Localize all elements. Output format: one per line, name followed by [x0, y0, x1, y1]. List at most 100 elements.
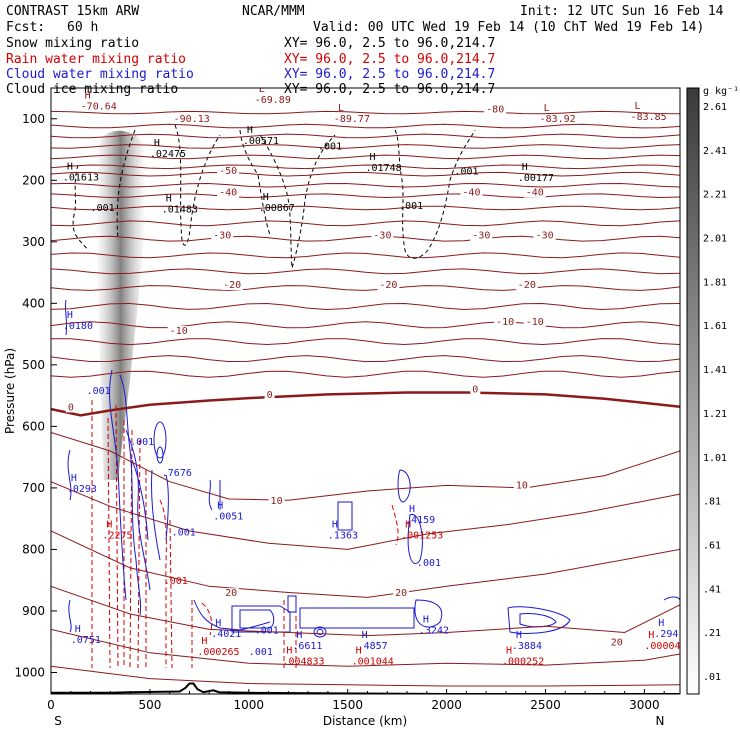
temperature-contour-label: 20: [611, 637, 623, 648]
extremum-value: .001: [130, 437, 154, 448]
fcst-label: Fcst:: [6, 20, 45, 35]
field-xy-rain: XY= 96.0, 2.5 to 96.0,214.7: [284, 52, 495, 67]
temperature-contour-label: -40: [526, 188, 544, 199]
y-tick-label: 900: [22, 604, 45, 618]
extremum-kind: H: [154, 138, 160, 149]
extremum-kind: H: [106, 519, 112, 530]
temperature-label-bg: [217, 187, 240, 198]
temperature-contour-line: [51, 321, 680, 329]
temperature-contour-label: -30: [472, 231, 490, 242]
colorbar-tick-label: .81: [703, 497, 721, 508]
extremum-value: .001253: [401, 530, 443, 541]
extremum-kind: H: [166, 193, 172, 204]
y-tick-label: 400: [22, 296, 45, 310]
temperature-contour-label: -10: [170, 326, 188, 337]
temperature-contour-line: [51, 338, 680, 346]
colorbar-unit: g kg⁻¹: [703, 86, 739, 97]
colorbar-tick-label: 1.21: [703, 409, 727, 420]
extremum-value: -70.64: [81, 102, 117, 113]
temperature-label-bg: [217, 166, 240, 177]
temperature-label-bg: [608, 637, 625, 648]
colorbar-tick-label: 2.01: [703, 234, 727, 245]
field-label-cloud-ice: Cloud ice mixing ratio: [6, 82, 178, 97]
temperature-contour-line: [51, 133, 680, 139]
temperature-contour-label: -40: [219, 188, 237, 199]
extremum-value: .6611: [292, 641, 322, 652]
extremum-value: .00571: [243, 136, 279, 147]
extremum-kind: L: [259, 84, 265, 95]
extremum-value: .01483: [162, 204, 198, 215]
terrain-line: [51, 682, 680, 694]
temperature-contour-line: [51, 164, 680, 170]
colorbar: [686, 87, 700, 695]
init-time: Init: 12 UTC Sun 16 Feb 14: [520, 4, 724, 19]
temperature-contour-line: [51, 205, 680, 211]
x-endpoint-left: S: [54, 714, 62, 728]
extremum-value: -90.13: [174, 114, 210, 125]
extremum-kind: H: [75, 624, 81, 635]
temperature-contour-label: 20: [225, 588, 237, 599]
extremum-value: -83.85: [631, 112, 667, 123]
temperature-label-bg: [494, 316, 517, 327]
temperature-contour-line: [51, 252, 680, 259]
extremum-value: .00867: [259, 203, 295, 214]
temperature-contour-line: [51, 171, 680, 177]
colorbar-tick-label: 1.61: [703, 321, 727, 332]
colorbar-tick-label: .21: [703, 628, 721, 639]
temperature-contour-line: [51, 628, 680, 667]
extremum-value: .001: [255, 626, 279, 637]
colorbar-tick-label: .41: [703, 584, 721, 595]
extremum-kind: L: [338, 103, 344, 114]
temperature-label-bg: [377, 279, 400, 290]
extremum-value: .001: [249, 647, 273, 658]
extremum-value: .4021: [211, 629, 241, 640]
extremum-value: .001044: [352, 656, 394, 667]
extremum-value: .000044: [644, 641, 686, 652]
y-tick-label: 200: [22, 173, 45, 187]
temperature-contour-line: [51, 123, 680, 129]
plot-frame: [50, 87, 681, 695]
x-tick-label: 2000: [431, 698, 462, 712]
extremum-value: .000265: [197, 647, 239, 658]
y-tick-label: 500: [22, 358, 45, 372]
extremum-kind: H: [296, 630, 302, 641]
extremum-kind: H: [362, 630, 368, 641]
org-label: NCAR/MMM: [242, 4, 305, 19]
y-axis-ticks: 100 200 300 400 500 600 700 800 900 1000: [14, 112, 57, 679]
temperature-contour-line: [51, 220, 680, 227]
temperature-contour-line: [51, 154, 680, 160]
extremum-kind: H: [405, 519, 411, 530]
temperature-contour-labels: -80 -50 -40 -40 -40 -30 -30 -30 -30 -20 -20 -20 -10 -…: [65, 104, 625, 648]
extremum-value: .0751: [71, 635, 101, 646]
extremum-value: .3884: [512, 641, 542, 652]
extremum-value: .001: [318, 142, 342, 153]
temperature-contour-label: -40: [462, 188, 480, 199]
extremum-value: .4857: [358, 641, 388, 652]
extremum-kind: H: [658, 618, 664, 629]
extremum-value: -69.89: [255, 95, 291, 106]
temperature-contour-label: -10: [496, 317, 514, 328]
temperature-label-bg: [470, 384, 481, 395]
temperature-contour-label: 20: [395, 588, 407, 599]
extremum-kind: H: [423, 615, 429, 626]
temperature-contour-line: [51, 481, 680, 550]
temperature-contour-line: [51, 285, 680, 291]
extremum-value: .3242: [419, 626, 449, 637]
extremum-value: .2941: [654, 629, 684, 640]
extremum-value: .02475: [150, 149, 186, 160]
extremum-value: .001: [87, 386, 111, 397]
x-axis-label: Distance (km): [323, 714, 407, 728]
temperature-label-bg: [513, 480, 530, 491]
temperature-contour-label: -20: [518, 280, 536, 291]
extremum-kind: H: [71, 473, 77, 484]
x-tick-label: 0: [47, 698, 55, 712]
extrema-labels: H-70.64L-69.89-90.13L-89.77L-83.92L-83.8…: [63, 84, 686, 667]
extremum-value: .001: [172, 527, 196, 538]
temperature-contour-line: [51, 144, 680, 149]
cloud-water-contours: [64, 299, 680, 638]
extremum-value: .1363: [328, 530, 358, 541]
extremum-value: .4159: [405, 515, 435, 526]
extremum-kind: H: [648, 630, 654, 641]
